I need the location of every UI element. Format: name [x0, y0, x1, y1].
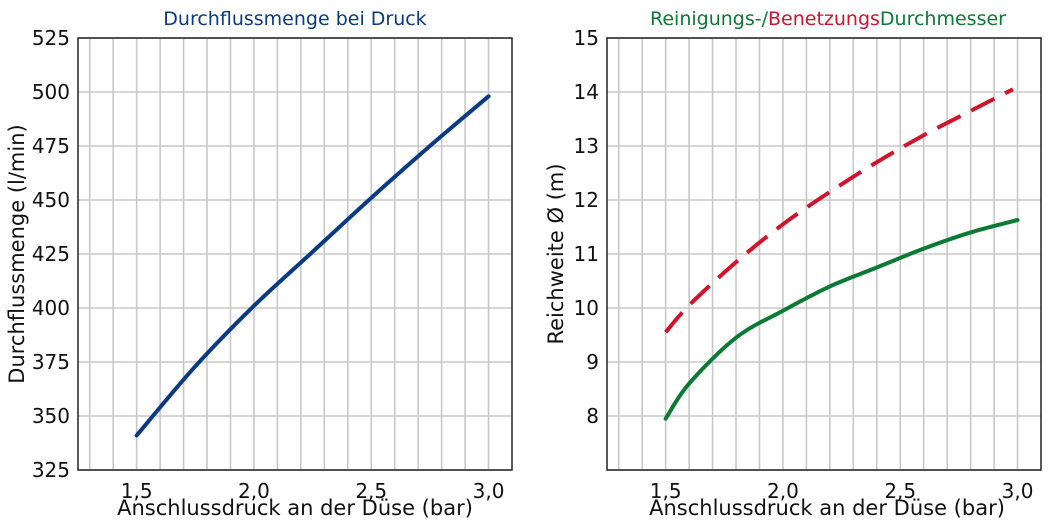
flow-chart-x-axis-title: Anschlussdruck an der Düse (bar)	[117, 496, 473, 520]
flow-chart-frame	[77, 37, 513, 471]
chart-1-y-tick-label-4: 12	[574, 188, 599, 212]
flow-chart-y-ticks: 325 350 375 400 425 450 475 500 525	[32, 26, 70, 482]
chart-0-x-tick-label-0: 1,5	[121, 479, 153, 503]
chart-1-x-tick-label-3: 3,0	[1002, 479, 1034, 503]
chart-1-x-tick-label-1: 2,0	[767, 479, 799, 503]
chart-1-y-tick-label-6: 14	[574, 80, 599, 104]
flow-chart-title: Durchflussmenge bei Druck	[163, 8, 426, 30]
chart-0-y-tick-label-1: 350	[32, 404, 70, 428]
chart-0-y-tick-label-5: 450	[32, 188, 70, 212]
chart-1-y-tick-label-3: 11	[574, 242, 599, 266]
flow-chart-series	[134, 94, 491, 438]
flow-chart-x-ticks: 1,5 2,0 2,5 3,0	[121, 479, 505, 503]
chart-0-y-tick-label-7: 500	[32, 80, 70, 104]
chart-1-y-tick-label-7: 15	[574, 26, 599, 50]
chart-0-x-tick-label-1: 2,0	[238, 479, 270, 503]
diameter-chart-grid	[607, 37, 1041, 471]
chart-0-x-tick-label-2: 2,5	[355, 479, 387, 503]
diameter-chart-frame	[606, 37, 1042, 471]
chart-1-y-tick-label-0: 8	[586, 404, 599, 428]
diameter-chart-x-axis-title: Anschlussdruck an der Düse (bar)	[649, 496, 1005, 520]
chart-1-x-tick-label-2: 2,5	[884, 479, 916, 503]
flow-chart-grid	[78, 37, 512, 471]
diameter-chart-y-axis-title: Reichweite Ø (m)	[544, 163, 568, 344]
diameter-chart-title-part-cleaning: Reinigungs-/	[650, 8, 769, 30]
chart-1-series-line-1	[663, 217, 1020, 421]
flow-chart-y-axis-title: Durchflussmenge (l/min)	[5, 124, 29, 383]
chart-0-series-line-0	[134, 94, 491, 438]
chart-0-y-tick-label-4: 425	[32, 242, 70, 266]
chart-1-series-line-0	[664, 87, 1014, 334]
chart-1-y-tick-label-5: 13	[574, 134, 599, 158]
chart-0-y-tick-label-8: 525	[32, 26, 70, 50]
chart-0-y-tick-label-3: 400	[32, 296, 70, 320]
diameter-chart-y-ticks: 8 9 10 11 12 13 14 15	[574, 26, 599, 428]
chart-0-y-tick-label-6: 475	[32, 134, 70, 158]
chart-0-x-tick-label-3: 3,0	[473, 479, 505, 503]
diameter-chart-title: Reinigungs-/BenetzungsDurchmesser	[650, 8, 1006, 30]
chart-0-y-tick-label-2: 375	[32, 350, 70, 374]
chart-1-y-tick-label-2: 10	[574, 296, 599, 320]
diameter-chart: Reinigungs-/BenetzungsDurchmesser 8 9 10 11…	[544, 8, 1042, 520]
diameter-chart-title-part-wetting: Benetzungs	[768, 8, 880, 30]
chart-0-y-tick-label-0: 325	[32, 458, 70, 482]
flow-chart: Durchflussmenge bei Druck 325 350 375 400 42…	[5, 8, 513, 520]
diameter-chart-title-part-diameter: Durchmesser	[880, 8, 1006, 30]
chart-1-x-tick-label-0: 1,5	[650, 479, 682, 503]
diameter-chart-series	[663, 87, 1020, 421]
chart-1-y-tick-label-1: 9	[586, 350, 599, 374]
diameter-chart-x-ticks: 1,5 2,0 2,5 3,0	[650, 479, 1034, 503]
